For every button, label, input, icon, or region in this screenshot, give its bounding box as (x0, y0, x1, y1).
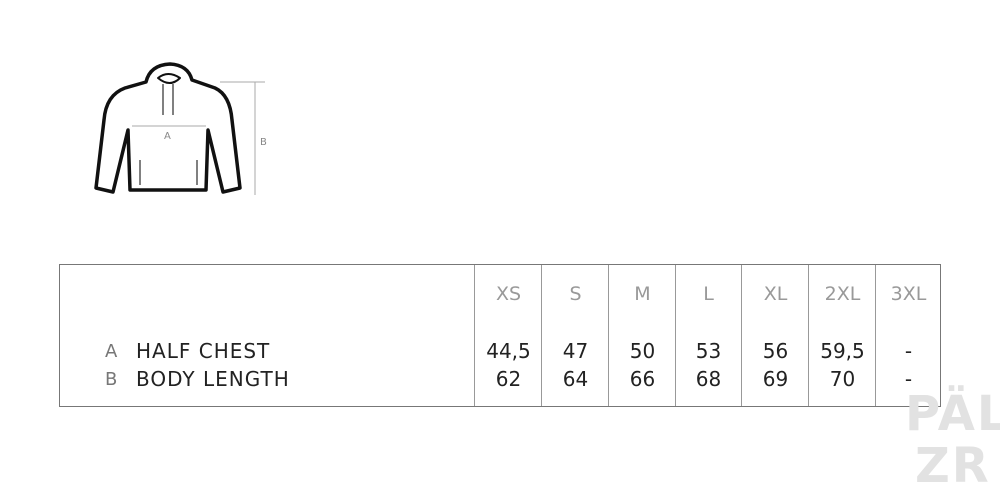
divider (541, 265, 542, 406)
size-chart-table: XS S M L XL 2XL 3XL A HALF CHEST B BODY … (59, 264, 941, 407)
watermark-logo: PÄL ZR (905, 388, 1000, 492)
hoodie-diagram: A B (94, 62, 267, 195)
cell: - (904, 367, 913, 391)
row-label: HALF CHEST (136, 339, 271, 363)
divider (875, 265, 876, 406)
cell: 47 (562, 339, 589, 363)
size-header: S (569, 283, 582, 305)
cell: 62 (495, 367, 522, 391)
measure-a-label: A (164, 131, 171, 142)
cell: 64 (562, 367, 589, 391)
cell: 50 (629, 339, 656, 363)
row-letter: B (105, 369, 118, 390)
row-letter: A (105, 341, 118, 362)
cell: 69 (762, 367, 789, 391)
cell: 53 (695, 339, 722, 363)
cell: 44,5 (486, 339, 531, 363)
size-header: 2XL (824, 283, 861, 305)
cell: - (904, 339, 913, 363)
cell: 70 (829, 367, 856, 391)
size-header: 3XL (890, 283, 927, 305)
cell: 68 (695, 367, 722, 391)
logo-line-2: ZR (915, 438, 991, 494)
divider (474, 265, 475, 406)
size-header: XL (763, 283, 788, 305)
size-header: XS (495, 283, 522, 305)
size-header: M (634, 283, 651, 305)
divider (675, 265, 676, 406)
divider (608, 265, 609, 406)
size-header: L (703, 283, 714, 305)
logo-line-1: PÄL (905, 386, 1000, 442)
cell: 66 (629, 367, 656, 391)
cell: 59,5 (820, 339, 865, 363)
cell: 56 (762, 339, 789, 363)
measure-b-label: B (260, 137, 267, 148)
divider (741, 265, 742, 406)
divider (808, 265, 809, 406)
row-label: BODY LENGTH (136, 367, 290, 391)
